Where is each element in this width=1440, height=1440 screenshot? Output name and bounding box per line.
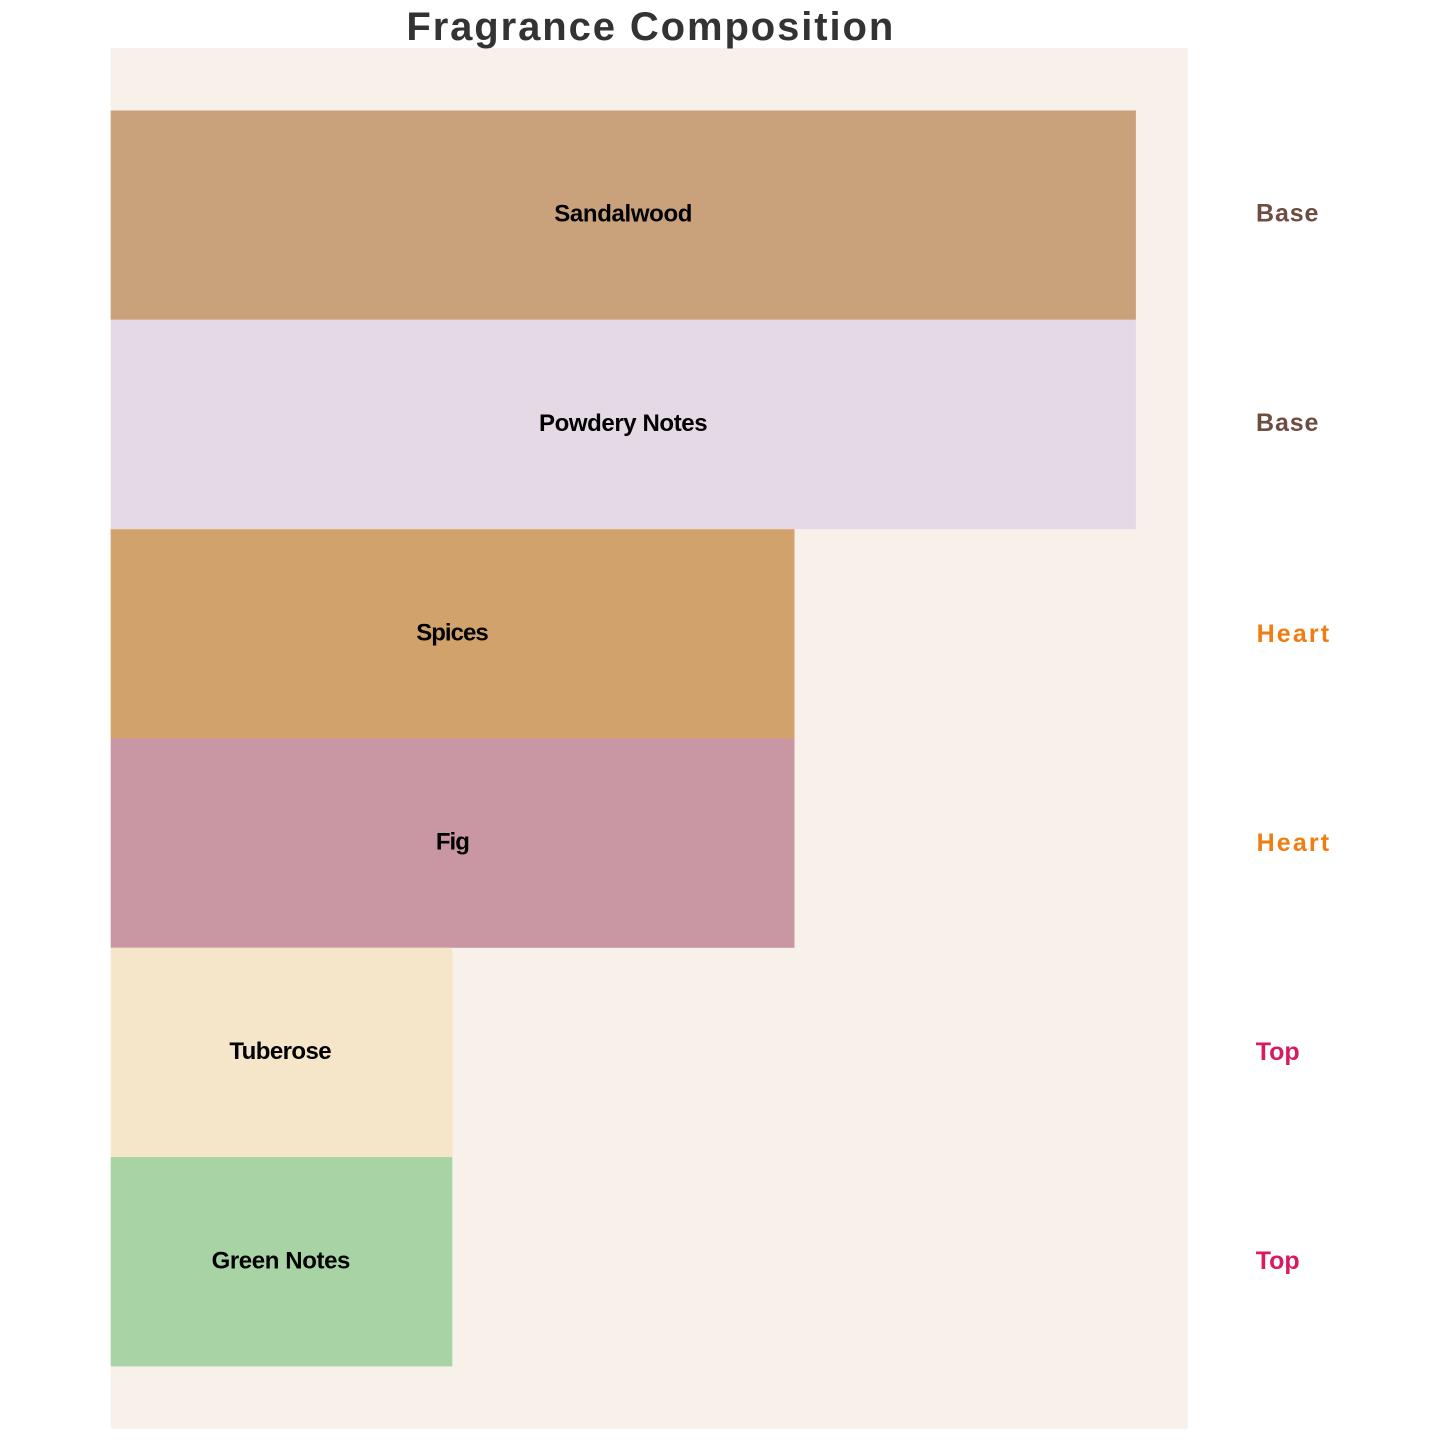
svg-text:Spices: Spices xyxy=(416,619,488,646)
svg-text:Heart: Heart xyxy=(1257,620,1332,648)
svg-text:Heart: Heart xyxy=(1257,829,1332,857)
svg-text:Powdery Notes: Powdery Notes xyxy=(539,410,707,437)
svg-text:Sandalwood: Sandalwood xyxy=(554,201,692,228)
svg-text:Base: Base xyxy=(1256,409,1319,437)
svg-text:Fragrance Composition: Fragrance Composition xyxy=(406,5,895,49)
svg-text:Top: Top xyxy=(1256,1247,1300,1275)
svg-text:Fig: Fig xyxy=(436,828,469,855)
svg-text:Base: Base xyxy=(1256,200,1319,228)
svg-text:Green Notes: Green Notes xyxy=(212,1247,350,1274)
svg-text:Tuberose: Tuberose xyxy=(229,1038,331,1065)
svg-text:Top: Top xyxy=(1256,1038,1300,1066)
